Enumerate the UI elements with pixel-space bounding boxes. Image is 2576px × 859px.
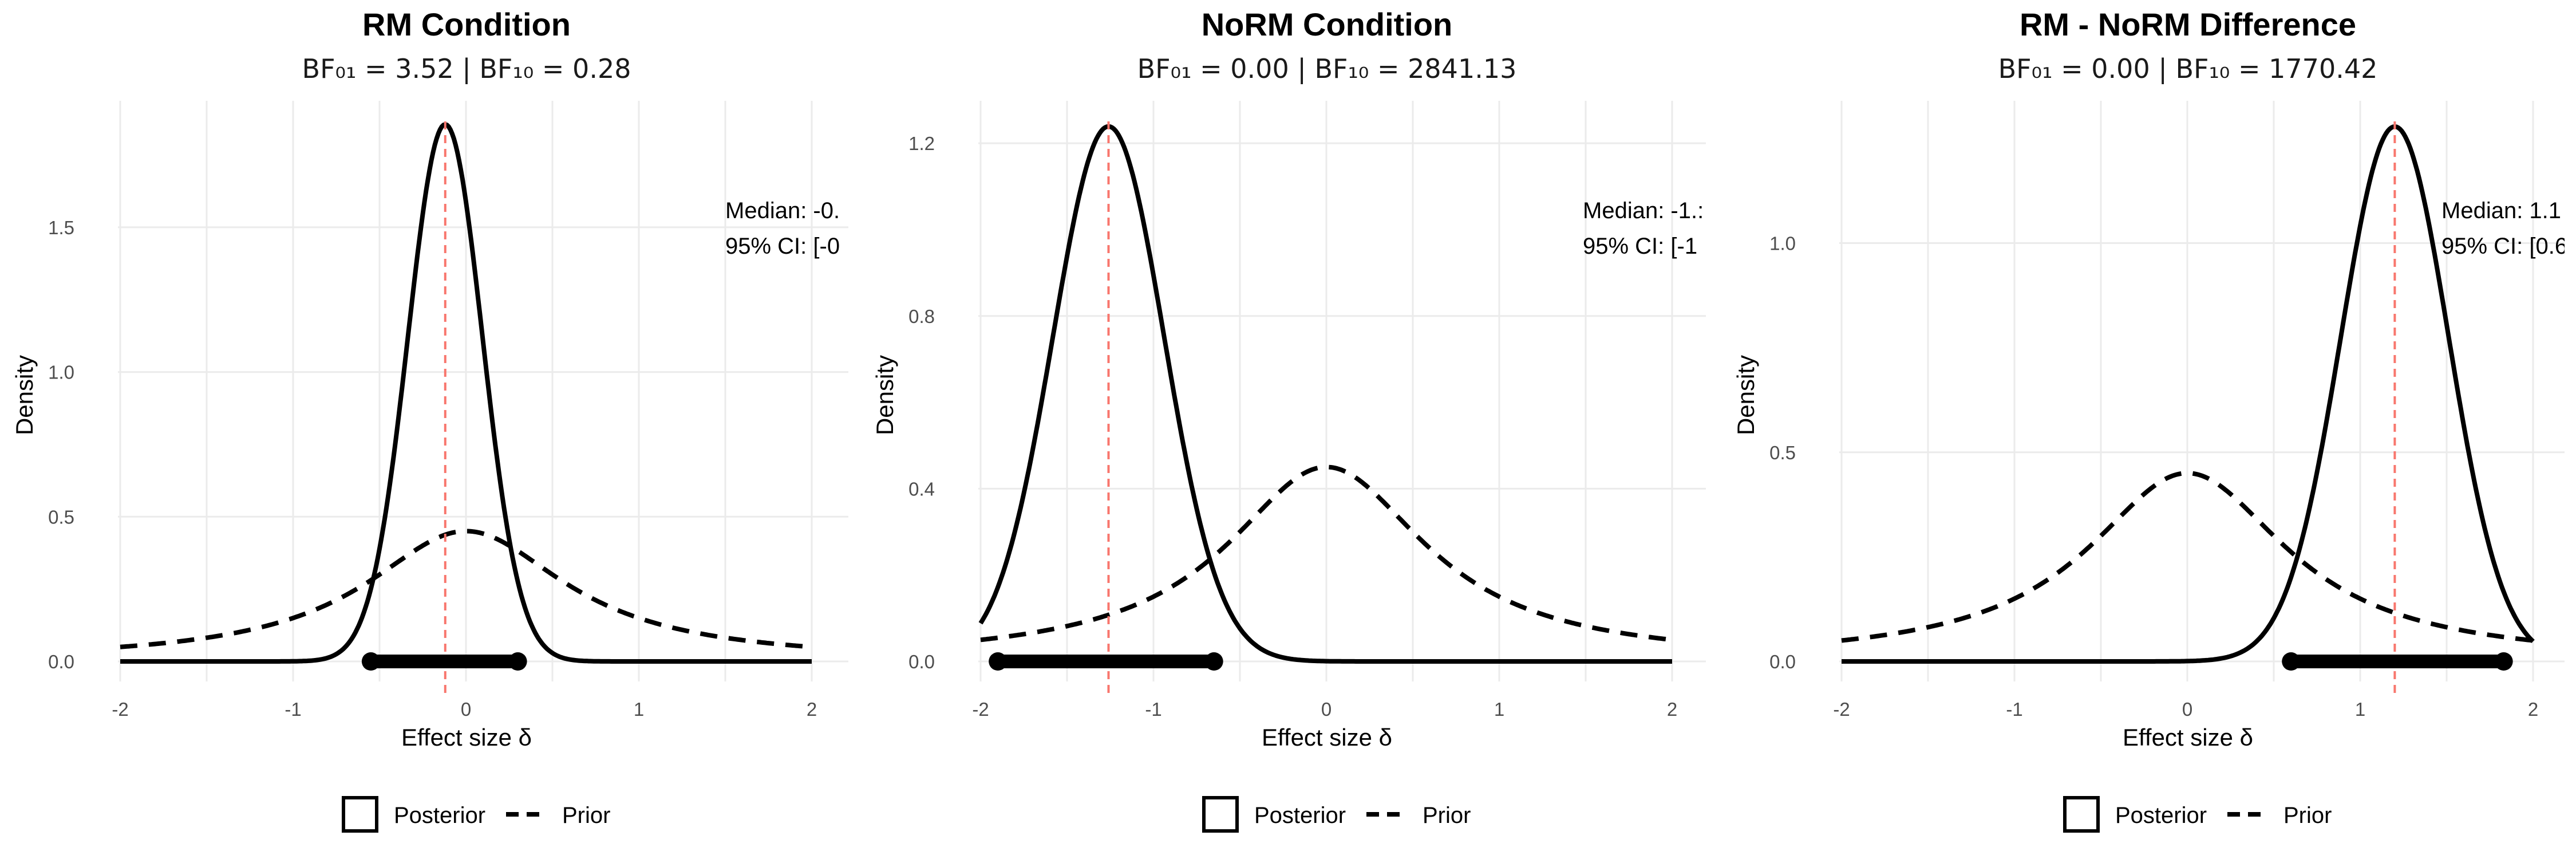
gridlines: [118, 101, 848, 681]
y-tick-label: 1.5: [48, 217, 74, 238]
x-axis-title: Effect size δ: [401, 724, 532, 751]
x-tick-label: 1: [2355, 699, 2365, 720]
annotation-line: 95% CI: [0.6: [2441, 234, 2567, 259]
y-tick-label: 0.8: [908, 306, 935, 327]
prior-curve: [120, 529, 812, 649]
y-tick-label: 0.5: [1769, 442, 1796, 463]
panel-subtitle: BF₀₁ = 0.00 | BF₁₀ = 1770.42: [1998, 53, 2378, 85]
gridlines: [978, 101, 1706, 681]
x-tick-label: 0: [1321, 699, 1332, 720]
panel-3: -2 -1 0 1 2 0.0 0.5 1.0 Median: 1.1 95% CI: [0.6 R…: [1732, 6, 2567, 833]
panel-1: -2 -1 0 1 2 0.0 0.5 1.0 1.5 Median: -0. 95% CI: [-…: [11, 6, 848, 833]
legend: Posterior Prior: [1202, 796, 1471, 833]
x-tick-label: 1: [634, 699, 644, 720]
ci-upper-point: [2494, 652, 2513, 671]
x-tick-label: -2: [972, 699, 989, 720]
legend-posterior-label: Posterior: [394, 803, 485, 828]
y-tick-label: 0.4: [908, 478, 935, 499]
annotation-line: Median: 1.1: [2441, 198, 2561, 223]
y-tick-label: 0.0: [48, 651, 74, 672]
legend: Posterior Prior: [2063, 796, 2332, 833]
legend-posterior-key: [2063, 796, 2100, 833]
x-tick-label: -1: [285, 699, 301, 720]
y-tick-label: 0.5: [48, 506, 74, 527]
y-tick-label: 1.2: [908, 133, 935, 154]
x-tick-label: -2: [112, 699, 128, 720]
ci-upper-point: [1204, 652, 1223, 671]
panel-title: NoRM Condition: [1202, 6, 1453, 42]
panel-title: RM Condition: [362, 6, 571, 42]
legend-posterior-label: Posterior: [2115, 803, 2207, 828]
annotation: Median: -0. 95% CI: [-0: [725, 198, 840, 259]
posterior-curve: [978, 124, 1672, 664]
posterior-curve: [120, 121, 812, 664]
y-tick-label: 0.0: [908, 651, 935, 672]
x-tick-label: 2: [1667, 699, 1677, 720]
legend-posterior-key: [342, 796, 378, 833]
ci-lower-point: [2282, 652, 2301, 671]
y-tick-label: 1.0: [1769, 233, 1796, 254]
annotation-line: Median: -0.: [725, 198, 840, 223]
x-tick-label: 0: [461, 699, 471, 720]
curves: [1841, 124, 2535, 664]
posterior-curve: [1842, 124, 2535, 664]
legend-prior-label: Prior: [1423, 803, 1471, 828]
y-tick-label: 0.0: [1769, 651, 1796, 672]
y-axis-title: Density: [1732, 355, 1759, 435]
x-tick-label: 1: [1494, 699, 1504, 720]
y-tick-label: 1.0: [48, 362, 74, 383]
curves: [978, 124, 1673, 664]
annotation-line: 95% CI: [-0: [725, 234, 840, 259]
x-tick-label: -1: [2006, 699, 2022, 720]
x-tick-label: 0: [2182, 699, 2192, 720]
prior-curve: [1841, 471, 2534, 643]
panel-subtitle: BF₀₁ = 0.00 | BF₁₀ = 2841.13: [1137, 53, 1517, 85]
annotation-line: 95% CI: [-1: [1583, 234, 1697, 259]
ci-upper-point: [508, 652, 527, 671]
panel-title: RM - NoRM Difference: [2020, 6, 2356, 42]
x-axis-title: Effect size δ: [1262, 724, 1392, 751]
legend-posterior-key: [1202, 796, 1239, 833]
legend-prior-label: Prior: [2283, 803, 2332, 828]
x-axis-title: Effect size δ: [2123, 724, 2253, 751]
legend-posterior-label: Posterior: [1254, 803, 1346, 828]
legend: Posterior Prior: [342, 796, 610, 833]
y-axis-title: Density: [871, 355, 898, 435]
x-tick-label: -1: [1145, 699, 1161, 720]
x-tick-label: 2: [807, 699, 817, 720]
curves: [120, 121, 812, 664]
y-axis-title: Density: [11, 355, 38, 435]
panel-2: -2 -1 0 1 2 0.0 0.4 0.8 1.2 Median: -1.: 95% CI: […: [871, 6, 1706, 833]
panel-subtitle: BF₀₁ = 3.52 | BF₁₀ = 0.28: [302, 53, 631, 85]
ci-lower-point: [989, 652, 1008, 671]
annotation: Median: 1.1 95% CI: [0.6: [2441, 198, 2567, 259]
x-tick-label: 2: [2528, 699, 2538, 720]
annotation-line: Median: -1.:: [1583, 198, 1704, 223]
prior-curve: [980, 464, 1673, 643]
legend-prior-label: Prior: [562, 803, 610, 828]
annotation: Median: -1.: 95% CI: [-1: [1583, 198, 1704, 259]
ci-lower-point: [361, 652, 380, 671]
x-tick-label: -2: [1833, 699, 1850, 720]
